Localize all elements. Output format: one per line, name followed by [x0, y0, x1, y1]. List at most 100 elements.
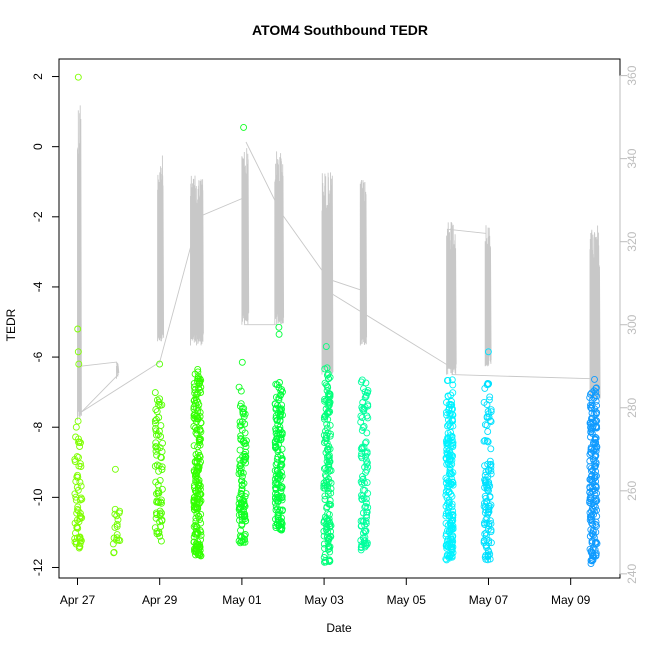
- data-point: [239, 438, 247, 446]
- data-point: [110, 549, 118, 557]
- data-point: [359, 517, 367, 525]
- data-point: [588, 429, 596, 437]
- data-point: [593, 408, 601, 416]
- data-point: [447, 409, 455, 417]
- data-point: [592, 384, 600, 392]
- data-point: [486, 492, 494, 500]
- data-point: [449, 513, 457, 521]
- data-point: [592, 467, 600, 475]
- data-point: [272, 380, 280, 388]
- data-point: [275, 473, 282, 481]
- data-point: [321, 492, 329, 500]
- data-point: [326, 390, 334, 398]
- secondary-burst-3: [190, 175, 204, 346]
- data-point: [242, 490, 250, 498]
- data-point: [197, 519, 205, 527]
- data-point: [449, 405, 456, 413]
- y-tick-label: -6: [31, 351, 45, 362]
- data-point: [197, 435, 205, 443]
- secondary-burst-9: [484, 225, 492, 367]
- secondary-connector-5: [451, 374, 592, 380]
- data-point: [274, 421, 282, 429]
- data-point: [197, 536, 205, 544]
- data-point: [327, 501, 335, 509]
- data-point: [272, 443, 279, 451]
- secondary-connector-2: [243, 141, 280, 326]
- data-point: [484, 428, 492, 436]
- data-point: [443, 476, 451, 484]
- data-point: [481, 509, 489, 517]
- data-point: [236, 462, 244, 470]
- data-point: [589, 552, 596, 560]
- data-point-outlier: [275, 323, 283, 331]
- data-point: [361, 537, 369, 545]
- point-group-3: [190, 365, 205, 560]
- data-point: [590, 544, 597, 552]
- data-point: [359, 424, 367, 432]
- data-point: [74, 417, 82, 425]
- y-tick-label: -4: [31, 281, 45, 292]
- data-point: [358, 496, 366, 504]
- data-point: [445, 460, 453, 468]
- data-point: [240, 413, 248, 421]
- data-point: [357, 546, 365, 554]
- data-point: [487, 460, 495, 468]
- data-point: [195, 512, 203, 520]
- data-point: [324, 384, 332, 392]
- data-point: [159, 439, 166, 447]
- data-point: [194, 505, 202, 513]
- data-point: [483, 421, 491, 429]
- data-point: [153, 408, 161, 416]
- data-point: [362, 502, 370, 510]
- x-tick-label: May 05: [387, 593, 427, 607]
- data-point: [449, 525, 457, 533]
- data-point: [591, 375, 598, 383]
- data-point: [321, 415, 328, 423]
- data-point: [320, 431, 328, 439]
- y2-tick-label: 320: [625, 231, 639, 251]
- data-point: [444, 416, 452, 424]
- data-point: [151, 524, 159, 532]
- data-point: [273, 496, 281, 504]
- data-point: [322, 449, 330, 457]
- data-point: [446, 520, 454, 528]
- data-point: [324, 393, 332, 401]
- data-point: [593, 506, 600, 514]
- data-point: [277, 475, 284, 483]
- data-point: [357, 378, 365, 386]
- data-point: [325, 542, 333, 550]
- data-point: [278, 472, 286, 480]
- data-point: [114, 516, 122, 524]
- data-point: [362, 379, 370, 387]
- point-group-7: [357, 376, 372, 554]
- data-point: [192, 429, 200, 437]
- data-point: [360, 518, 368, 525]
- data-point: [326, 497, 334, 504]
- data-point: [586, 450, 594, 458]
- data-point: [445, 498, 453, 506]
- data-point: [326, 421, 334, 429]
- secondary-burst-4: [241, 148, 250, 325]
- point-group-1: [109, 465, 124, 557]
- data-point: [588, 483, 596, 491]
- secondary-connector-3: [280, 212, 366, 300]
- data-point: [360, 423, 368, 430]
- data-point-outlier: [74, 325, 82, 333]
- data-point: [587, 401, 594, 409]
- data-point: [363, 429, 371, 437]
- data-point: [191, 400, 199, 408]
- data-point: [190, 403, 198, 411]
- data-point: [445, 512, 453, 520]
- data-point-outlier: [322, 343, 330, 351]
- data-point-outlier: [484, 348, 492, 356]
- data-point: [237, 537, 245, 545]
- data-point: [237, 477, 245, 485]
- data-point: [76, 478, 84, 486]
- data-point: [592, 434, 600, 442]
- data-point: [357, 543, 365, 551]
- data-point: [481, 477, 489, 485]
- data-point: [324, 396, 332, 404]
- data-point: [483, 536, 491, 544]
- data-point: [357, 478, 365, 486]
- data-point: [587, 560, 595, 568]
